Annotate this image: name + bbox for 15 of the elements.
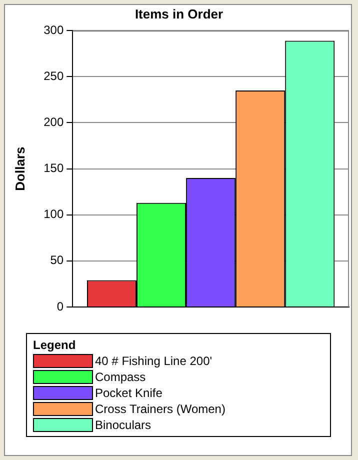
y-tick-label: 0: [56, 299, 64, 314]
y-tick-label: 50: [50, 253, 64, 268]
y-axis-title: Dollars: [12, 146, 28, 191]
legend-label: Compass: [95, 370, 146, 384]
legend-label: Pocket Knife: [95, 386, 162, 400]
legend-label: Cross Trainers (Women): [95, 402, 226, 416]
legend-title: Legend: [33, 338, 77, 352]
y-tick-label: 200: [44, 115, 64, 130]
y-tick-label: 300: [44, 22, 64, 37]
y-tick-label: 100: [44, 207, 64, 222]
y-tick-label: 150: [44, 161, 64, 176]
legend-label: Binoculars: [95, 418, 152, 432]
chart-title: Items in Order: [134, 6, 224, 22]
y-tick-label: 250: [44, 68, 64, 83]
legend-label: 40 # Fishing Line 200': [95, 354, 212, 368]
